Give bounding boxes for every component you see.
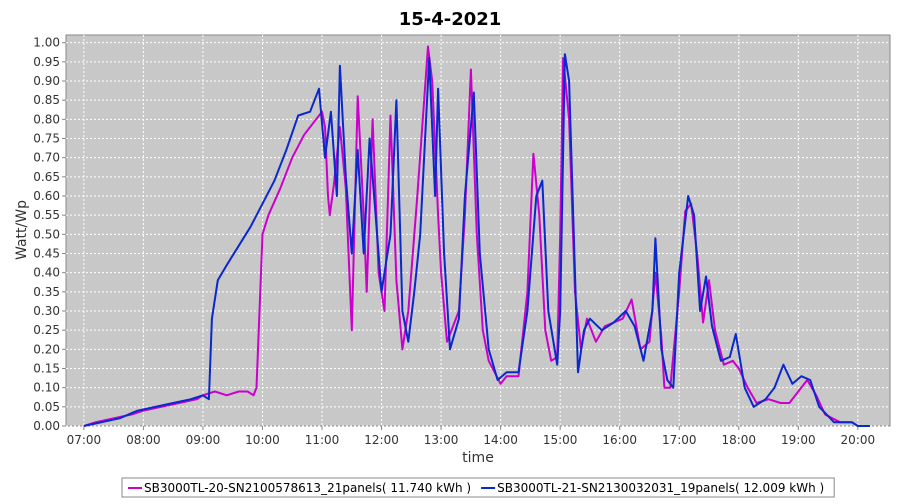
chart-title: 15-4-2021 <box>399 9 502 30</box>
x-tick-label: 14:00 <box>483 433 518 447</box>
y-tick-label: 0.45 <box>33 247 60 261</box>
x-tick-label: 15:00 <box>543 433 578 447</box>
y-tick-label: 0.05 <box>33 400 60 414</box>
legend-box <box>121 477 835 498</box>
y-tick-label: 0.30 <box>33 304 60 318</box>
x-tick-label: 17:00 <box>662 433 697 447</box>
legend-label: SB3000TL-21-SN2130032031_19panels( 12.00… <box>497 481 824 495</box>
legend-label: SB3000TL-20-SN2100578613_21panels( 11.74… <box>144 481 471 495</box>
y-tick-label: 0.35 <box>33 285 60 299</box>
x-tick-label: 16:00 <box>602 433 637 447</box>
y-tick-label: 1.00 <box>33 36 60 50</box>
y-tick-label: 0.85 <box>33 93 60 107</box>
y-tick-label: 0.25 <box>33 323 60 337</box>
x-tick-label: 20:00 <box>841 433 876 447</box>
legend: SB3000TL-20-SN2100578613_21panels( 11.74… <box>121 477 835 498</box>
x-tick-label: 18:00 <box>721 433 756 447</box>
x-tick-label: 19:00 <box>781 433 816 447</box>
y-tick-label: 0.95 <box>33 55 60 69</box>
x-axis-label: time <box>462 450 494 466</box>
y-tick-label: 0.15 <box>33 362 60 376</box>
y-tick-label: 0.70 <box>33 151 60 165</box>
x-tick-label: 10:00 <box>245 433 280 447</box>
series-line <box>83 53 870 427</box>
y-tick-label: 0.80 <box>33 112 60 126</box>
x-tick-label: 09:00 <box>186 433 221 447</box>
y-tick-label: 0.75 <box>33 132 60 146</box>
x-tick-label: 13:00 <box>424 433 459 447</box>
x-tick-label: 12:00 <box>364 433 399 447</box>
series-line <box>83 45 870 427</box>
y-tick-label: 0.40 <box>33 266 60 280</box>
y-tick-label: 0.65 <box>33 170 60 184</box>
x-tick-label: 11:00 <box>305 433 340 447</box>
y-tick-label: 0.20 <box>33 342 60 356</box>
x-tick-label: 08:00 <box>126 433 161 447</box>
x-tick-label: 07:00 <box>67 433 102 447</box>
y-tick-label: 0.00 <box>33 419 60 433</box>
y-tick-label: 0.60 <box>33 189 60 203</box>
y-tick-label: 0.10 <box>33 381 60 395</box>
y-axis-label: Watt/Wp <box>14 200 30 260</box>
y-tick-label: 0.50 <box>33 227 60 241</box>
y-tick-label: 0.55 <box>33 208 60 222</box>
y-tick-label: 0.90 <box>33 74 60 88</box>
